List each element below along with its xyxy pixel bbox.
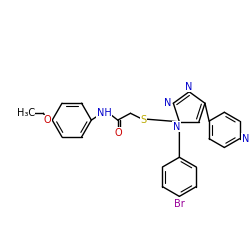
Text: NH: NH bbox=[97, 108, 112, 118]
Text: S: S bbox=[140, 115, 146, 125]
Text: N: N bbox=[186, 82, 193, 92]
Text: O: O bbox=[44, 115, 51, 125]
Text: H₃C: H₃C bbox=[17, 108, 35, 118]
Text: N: N bbox=[242, 134, 249, 144]
Text: N: N bbox=[164, 98, 171, 108]
Text: Br: Br bbox=[174, 199, 185, 209]
Text: O: O bbox=[115, 128, 122, 138]
Text: N: N bbox=[173, 122, 180, 132]
